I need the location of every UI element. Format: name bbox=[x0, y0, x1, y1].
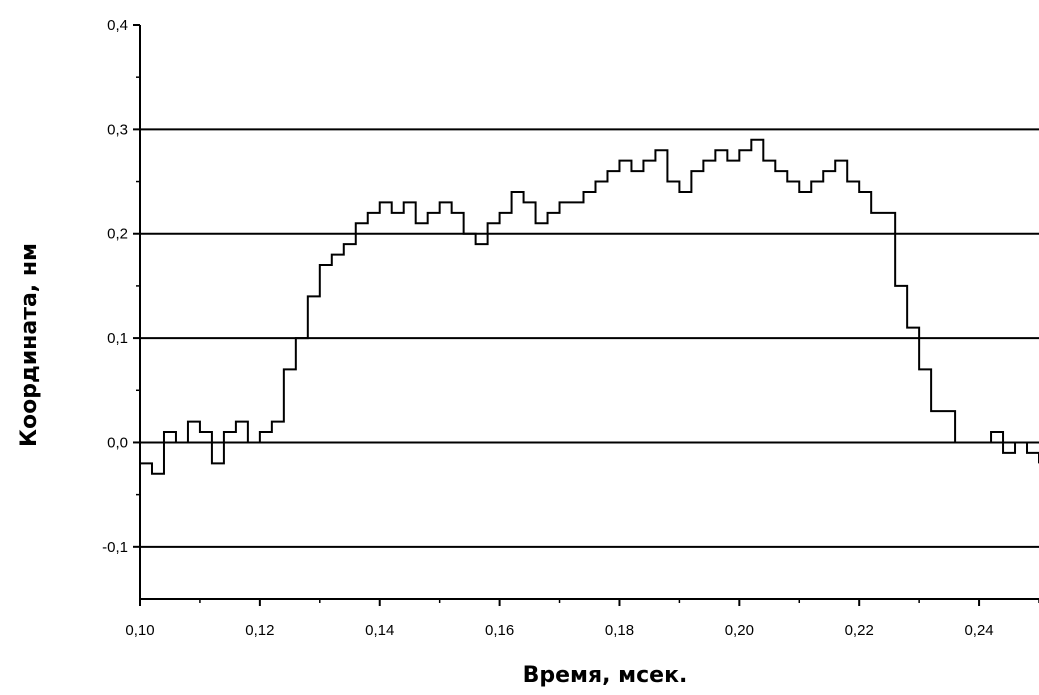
y-tick-label-5: 0,4 bbox=[107, 17, 128, 34]
y-tick-label-3: 0,2 bbox=[107, 226, 128, 243]
x-tick-label-2: 0,14 bbox=[365, 622, 394, 639]
x-tick-label-0: 0,10 bbox=[125, 622, 154, 639]
x-tick-label-5: 0,20 bbox=[725, 622, 754, 639]
axes bbox=[139, 25, 1039, 600]
y-tick-label-2: 0,1 bbox=[107, 330, 128, 347]
x-tick-label-4: 0,18 bbox=[605, 622, 634, 639]
series-line bbox=[140, 138, 1039, 475]
y-tick-label-1: 0,0 bbox=[107, 434, 128, 451]
grid-lines bbox=[140, 128, 1039, 548]
y-tick-labels: -0,1 0,0 0,1 0,2 0,3 0,4 bbox=[102, 17, 128, 556]
x-tick-label-7: 0,24 bbox=[964, 622, 993, 639]
x-axis-title: Время, мсек. bbox=[523, 663, 688, 688]
x-tick-label-6: 0,22 bbox=[845, 622, 874, 639]
y-tick-label-4: 0,3 bbox=[107, 121, 128, 138]
axis-ticks bbox=[133, 24, 1039, 606]
x-tick-label-3: 0,16 bbox=[485, 622, 514, 639]
x-tick-labels: 0,10 0,12 0,14 0,16 0,18 0,20 0,22 0,24 bbox=[125, 622, 993, 639]
y-tick-label-0: -0,1 bbox=[102, 539, 128, 556]
x-tick-label-1: 0,12 bbox=[245, 622, 274, 639]
y-axis-title: Координата, нм bbox=[17, 243, 42, 447]
